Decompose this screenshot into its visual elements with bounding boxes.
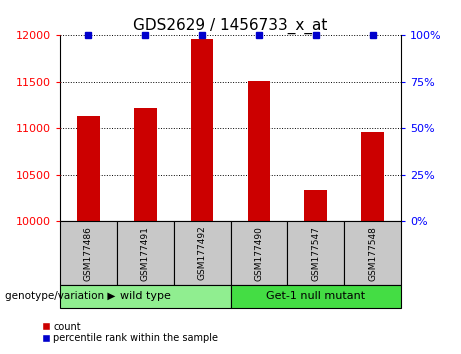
Bar [174,221,230,285]
Bar [60,285,230,308]
Text: GSM177491: GSM177491 [141,225,150,281]
Bar [191,39,213,221]
Bar [248,81,270,221]
Bar [230,285,401,308]
Bar [344,221,401,285]
Title: GDS2629 / 1456733_x_at: GDS2629 / 1456733_x_at [133,18,328,34]
Bar [60,221,117,285]
Legend: count, percentile rank within the sample: count, percentile rank within the sample [42,322,219,343]
Bar [230,221,287,285]
Text: GSM177547: GSM177547 [311,225,320,281]
Text: GSM177548: GSM177548 [368,225,377,281]
Text: genotype/variation ▶: genotype/variation ▶ [5,291,115,302]
Text: GSM177492: GSM177492 [198,226,207,280]
Bar [117,221,174,285]
Bar [134,108,157,221]
Text: GSM177486: GSM177486 [84,225,93,281]
Text: Get-1 null mutant: Get-1 null mutant [266,291,366,302]
Bar [304,190,327,221]
Bar [287,221,344,285]
Text: GSM177490: GSM177490 [254,225,263,281]
Bar [361,132,384,221]
Bar [77,116,100,221]
Text: wild type: wild type [120,291,171,302]
